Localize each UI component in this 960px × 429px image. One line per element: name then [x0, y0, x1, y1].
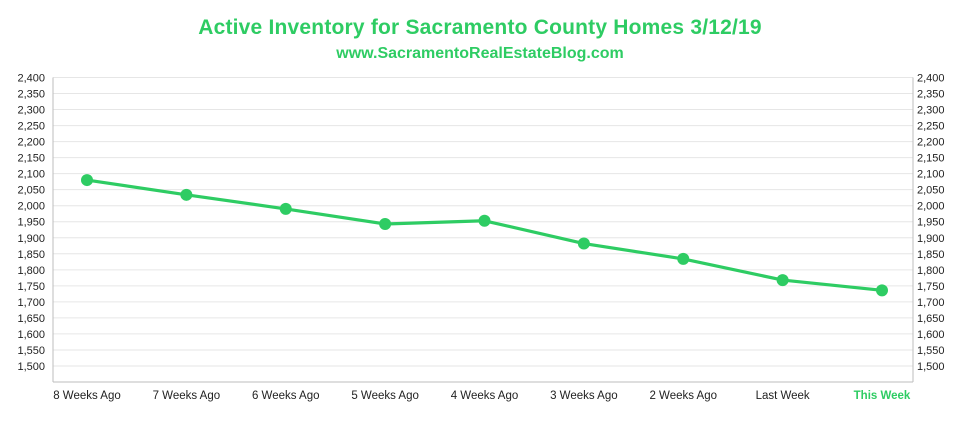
y-tick-label-left: 2,050	[17, 185, 45, 197]
y-tick-label-left: 2,250	[17, 121, 45, 133]
y-tick-label-left: 1,600	[17, 329, 45, 341]
y-tick-label-right: 1,500	[917, 361, 945, 373]
data-point	[876, 284, 888, 297]
y-tick-label-left: 2,000	[17, 201, 45, 213]
data-point	[180, 188, 193, 201]
y-tick-label-left: 1,950	[17, 217, 45, 229]
x-tick-label-highlight: This Week	[854, 390, 911, 402]
data-point	[81, 174, 93, 187]
data-point	[577, 237, 590, 250]
y-tick-label-right: 2,250	[917, 121, 945, 133]
y-tick-label-left: 2,400	[17, 73, 45, 85]
chart-subtitle: www.SacramentoRealEstateBlog.com	[336, 45, 624, 62]
y-tick-label-right: 1,850	[917, 249, 945, 261]
y-tick-label-left: 1,500	[17, 361, 45, 373]
chart-title: Active Inventory for Sacramento County H…	[198, 16, 762, 39]
data-point	[776, 274, 789, 287]
y-tick-label-left: 1,700	[17, 297, 45, 309]
y-tick-label-left: 2,350	[17, 89, 45, 101]
y-tick-label-left: 2,100	[17, 169, 45, 181]
y-tick-label-right: 1,900	[917, 233, 945, 245]
x-tick-label: 8 Weeks Ago	[53, 390, 121, 402]
y-tick-label-right: 2,400	[917, 73, 945, 85]
y-tick-label-left: 2,300	[17, 105, 45, 117]
data-point	[478, 214, 491, 227]
y-tick-label-left: 1,650	[17, 313, 45, 325]
y-tick-label-right: 1,800	[917, 265, 945, 277]
y-tick-label-left: 1,900	[17, 233, 45, 245]
series-line	[86, 178, 883, 292]
data-point	[379, 217, 392, 230]
y-tick-label-left: 2,200	[17, 137, 45, 149]
y-tick-label-right: 2,200	[917, 137, 945, 149]
x-tick-label: 7 Weeks Ago	[153, 390, 221, 402]
y-tick-label-right: 2,000	[917, 201, 945, 213]
y-tick-label-right: 2,300	[917, 105, 945, 117]
y-tick-label-right: 2,100	[917, 169, 945, 181]
y-tick-label-right: 1,650	[917, 313, 945, 325]
data-point	[677, 252, 690, 265]
x-tick-label: 6 Weeks Ago	[252, 390, 320, 402]
y-tick-label-right: 1,600	[917, 329, 945, 341]
y-tick-label-right: 1,550	[917, 345, 945, 357]
x-tick-label: 5 Weeks Ago	[351, 390, 419, 402]
y-tick-label-right: 1,700	[917, 297, 945, 309]
x-tick-label: 3 Weeks Ago	[550, 390, 618, 402]
y-tick-label-left: 2,150	[17, 153, 45, 165]
data-point	[279, 202, 292, 215]
y-tick-label-right: 1,750	[917, 281, 945, 293]
x-tick-label: 2 Weeks Ago	[649, 390, 717, 402]
x-tick-label: 4 Weeks Ago	[451, 390, 519, 402]
y-tick-label-right: 2,150	[917, 153, 945, 165]
y-tick-label-left: 1,550	[17, 345, 45, 357]
y-tick-label-right: 2,350	[917, 89, 945, 101]
y-tick-label-left: 1,750	[17, 281, 45, 293]
y-tick-label-left: 1,800	[17, 265, 45, 277]
y-tick-label-right: 2,050	[917, 185, 945, 197]
x-tick-label: Last Week	[756, 390, 810, 402]
y-tick-label-left: 1,850	[17, 249, 45, 261]
y-tick-label-right: 1,950	[917, 217, 945, 229]
